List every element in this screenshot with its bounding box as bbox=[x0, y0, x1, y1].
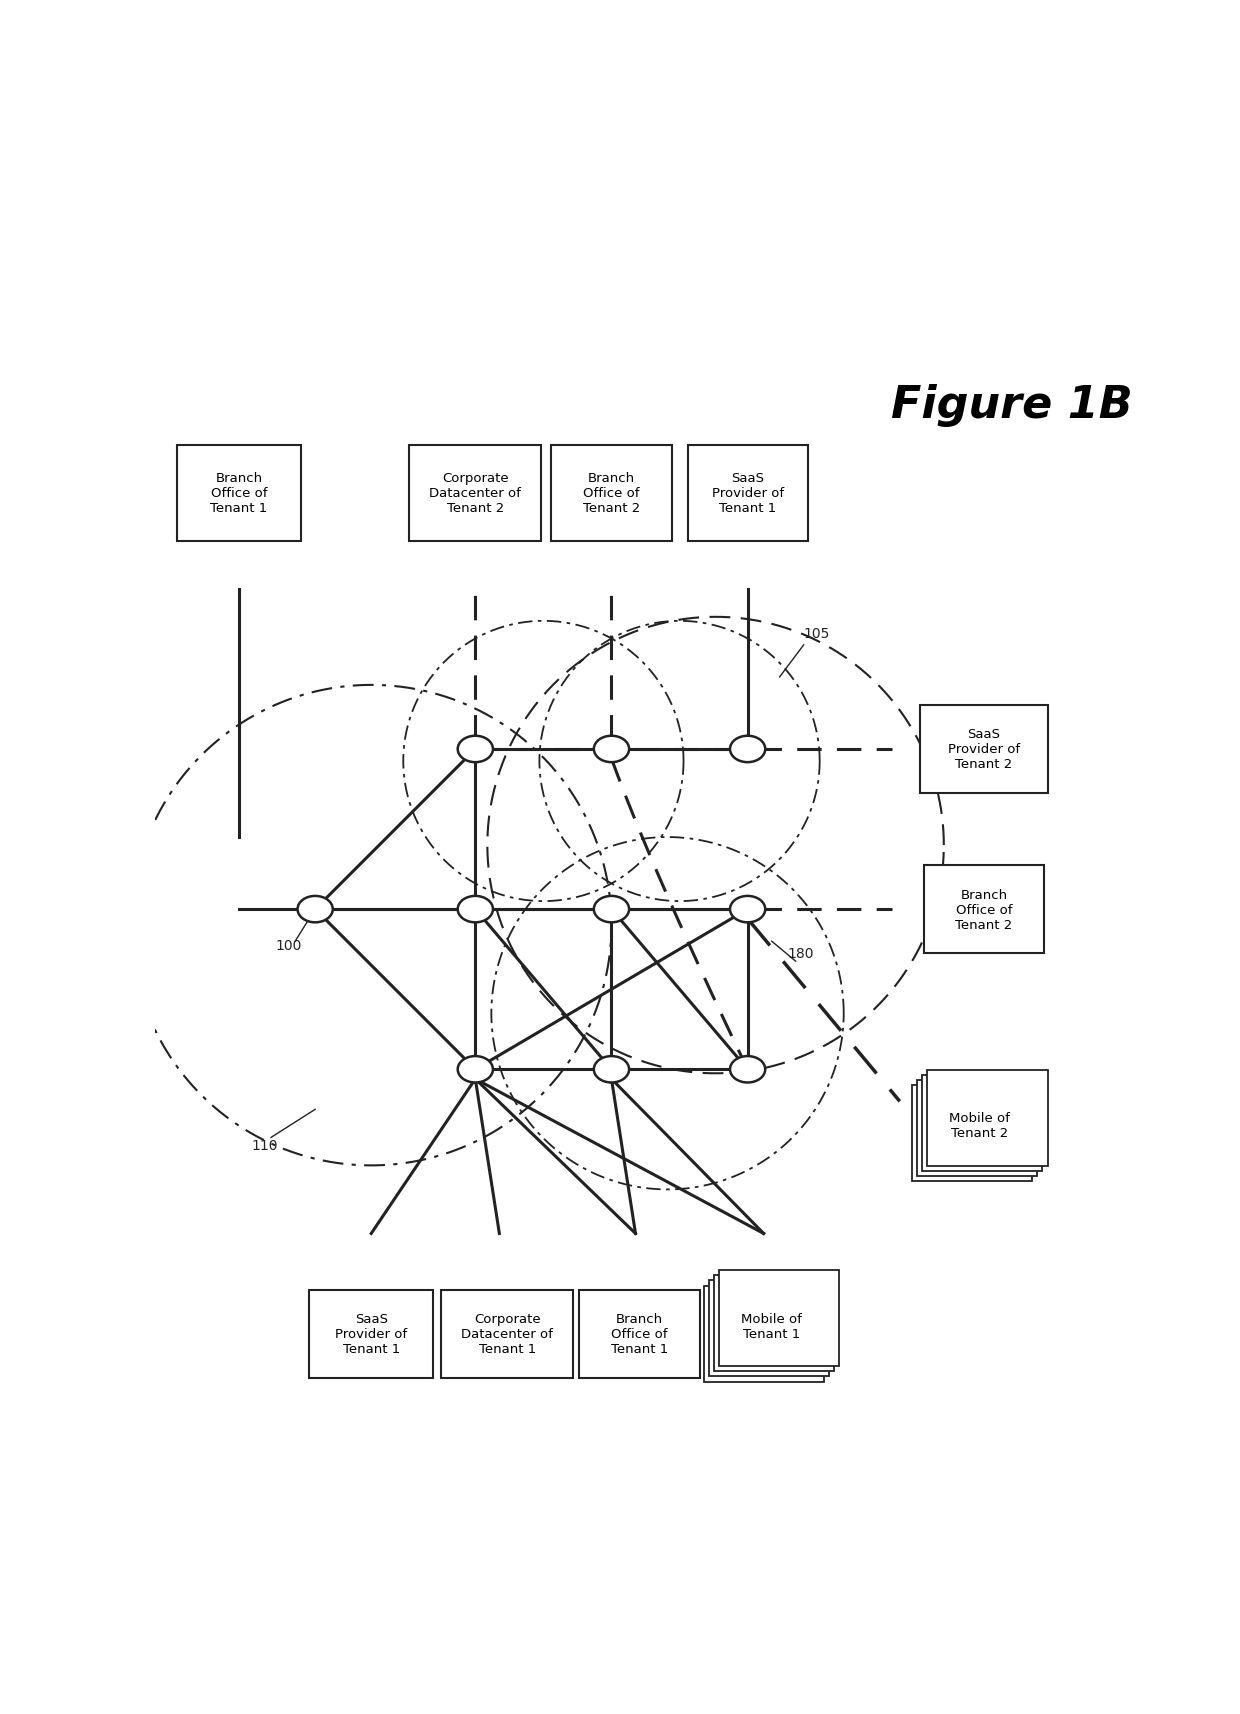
Text: Mobile of
Tenant 2: Mobile of Tenant 2 bbox=[950, 1112, 1011, 1140]
FancyBboxPatch shape bbox=[911, 1085, 1032, 1181]
FancyBboxPatch shape bbox=[918, 1080, 1037, 1176]
FancyBboxPatch shape bbox=[309, 1289, 433, 1378]
Ellipse shape bbox=[458, 1056, 494, 1083]
Text: SaaS
Provider of
Tenant 1: SaaS Provider of Tenant 1 bbox=[712, 471, 784, 514]
FancyBboxPatch shape bbox=[709, 1280, 828, 1376]
Text: Corporate
Datacenter of
Tenant 1: Corporate Datacenter of Tenant 1 bbox=[461, 1313, 553, 1356]
Ellipse shape bbox=[730, 737, 765, 763]
Text: SaaS
Provider of
Tenant 2: SaaS Provider of Tenant 2 bbox=[947, 728, 1021, 771]
FancyBboxPatch shape bbox=[703, 1286, 823, 1381]
Text: Branch
Office of
Tenant 2: Branch Office of Tenant 2 bbox=[955, 888, 1013, 931]
FancyBboxPatch shape bbox=[923, 1075, 1043, 1171]
Text: Branch
Office of
Tenant 1: Branch Office of Tenant 1 bbox=[211, 471, 268, 514]
Ellipse shape bbox=[298, 896, 332, 922]
Text: Branch
Office of
Tenant 1: Branch Office of Tenant 1 bbox=[611, 1313, 668, 1356]
Ellipse shape bbox=[594, 1056, 629, 1083]
Text: 100: 100 bbox=[275, 939, 301, 953]
FancyBboxPatch shape bbox=[441, 1289, 573, 1378]
Text: Figure 1B: Figure 1B bbox=[892, 384, 1132, 427]
FancyBboxPatch shape bbox=[924, 866, 1044, 953]
FancyBboxPatch shape bbox=[409, 446, 542, 542]
FancyBboxPatch shape bbox=[719, 1270, 839, 1366]
Ellipse shape bbox=[730, 896, 765, 922]
Text: 110: 110 bbox=[250, 1138, 278, 1154]
Ellipse shape bbox=[458, 896, 494, 922]
FancyBboxPatch shape bbox=[920, 706, 1048, 794]
Text: Corporate
Datacenter of
Tenant 2: Corporate Datacenter of Tenant 2 bbox=[429, 471, 521, 514]
Ellipse shape bbox=[458, 737, 494, 763]
Text: Mobile of
Tenant 1: Mobile of Tenant 1 bbox=[742, 1311, 802, 1340]
Ellipse shape bbox=[730, 1056, 765, 1083]
Ellipse shape bbox=[594, 737, 629, 763]
FancyBboxPatch shape bbox=[552, 446, 672, 542]
FancyBboxPatch shape bbox=[714, 1275, 835, 1371]
Text: SaaS
Provider of
Tenant 1: SaaS Provider of Tenant 1 bbox=[335, 1313, 407, 1356]
FancyBboxPatch shape bbox=[687, 446, 807, 542]
Text: 105: 105 bbox=[804, 627, 830, 641]
Text: Branch
Office of
Tenant 2: Branch Office of Tenant 2 bbox=[583, 471, 640, 514]
FancyBboxPatch shape bbox=[579, 1289, 699, 1378]
FancyBboxPatch shape bbox=[928, 1070, 1048, 1166]
Text: 180: 180 bbox=[787, 946, 815, 960]
Ellipse shape bbox=[594, 896, 629, 922]
FancyBboxPatch shape bbox=[177, 446, 301, 542]
